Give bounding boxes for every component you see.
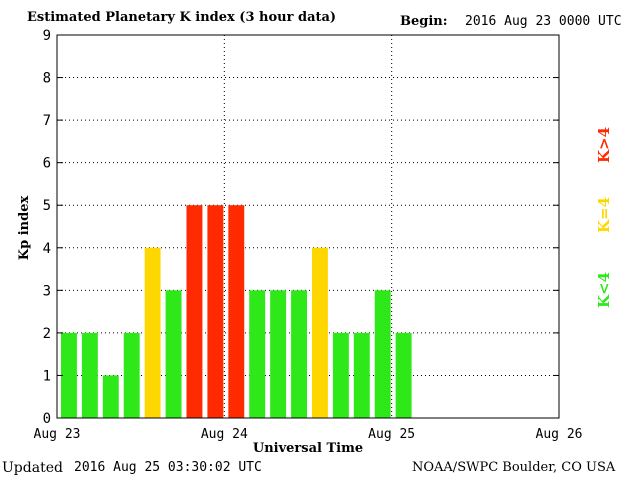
x-tick-label: Aug 25 — [368, 427, 415, 442]
kp-bar — [144, 247, 161, 418]
y-axis-label: Kp index — [17, 196, 32, 261]
begin-value: 2016 Aug 23 0000 UTC — [465, 14, 622, 29]
begin-label: Begin: — [400, 14, 448, 29]
kp-bar — [207, 205, 224, 418]
y-tick-label: 5 — [43, 198, 51, 214]
kp-bar — [291, 290, 307, 418]
bars — [61, 205, 412, 418]
legend-mid: K=4 — [595, 197, 613, 233]
updated-label: Updated — [2, 460, 63, 476]
kp-bar — [228, 205, 245, 418]
y-tick-label: 7 — [43, 113, 51, 129]
x-tick-label: Aug 26 — [536, 427, 583, 442]
y-tick-label: 1 — [43, 368, 51, 384]
kp-bar — [165, 290, 182, 418]
kp-bar — [270, 290, 287, 418]
y-tick-label: 4 — [43, 241, 51, 257]
x-tick-label: Aug 24 — [201, 427, 248, 442]
y-tick-label: 0 — [43, 411, 51, 427]
y-tick-label: 2 — [43, 326, 51, 342]
kp-bar — [81, 332, 98, 418]
plot-frame — [56, 34, 560, 419]
kp-bar — [332, 332, 349, 418]
legend-low: K<4 — [595, 272, 613, 308]
legend-high: K>4 — [595, 127, 613, 163]
x-axis-label: Universal Time — [253, 441, 363, 456]
updated-value: 2016 Aug 25 03:30:02 UTC — [74, 460, 262, 475]
kp-bar — [61, 332, 77, 418]
y-tick-label: 9 — [43, 28, 51, 44]
kp-bar — [186, 205, 203, 418]
x-ticks: Aug 23 Aug 24 Aug 25 Aug 26 — [34, 427, 583, 442]
kp-bar — [312, 247, 328, 418]
y-tick-label: 8 — [43, 71, 51, 87]
credit: NOAA/SWPC Boulder, CO USA — [412, 460, 616, 475]
kp-bar — [102, 375, 119, 418]
kp-bar — [123, 332, 140, 418]
legend: K>4 K=4 K<4 — [595, 127, 613, 308]
y-tick-label: 3 — [43, 283, 51, 299]
kp-bar — [395, 332, 412, 418]
kp-bar — [374, 290, 391, 418]
kp-bar — [249, 290, 266, 418]
kp-bar — [353, 332, 370, 418]
chart-title: Estimated Planetary K index (3 hour data… — [27, 10, 337, 25]
y-tick-label: 6 — [43, 156, 51, 172]
y-ticks: 0 1 2 3 4 5 6 7 8 9 — [43, 28, 559, 427]
x-tick-label: Aug 23 — [34, 427, 81, 442]
